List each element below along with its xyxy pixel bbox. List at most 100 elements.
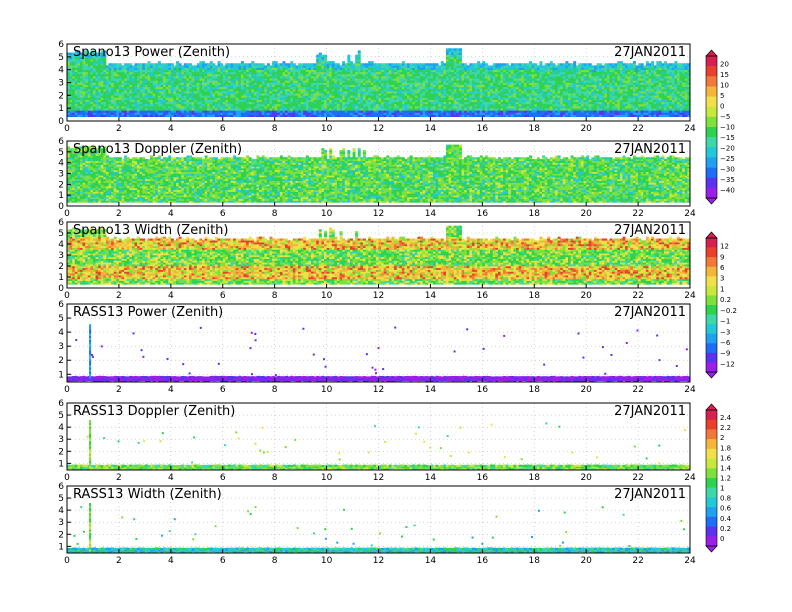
data-cell bbox=[326, 112, 330, 115]
data-cell bbox=[142, 82, 146, 85]
data-cell bbox=[285, 65, 289, 68]
data-cell bbox=[311, 76, 315, 79]
data-cell bbox=[214, 103, 218, 107]
data-cell bbox=[269, 112, 273, 115]
data-cell bbox=[85, 52, 89, 55]
data-cell bbox=[534, 103, 538, 107]
data-cell bbox=[189, 95, 192, 98]
data-cell bbox=[90, 112, 94, 115]
data-cell bbox=[108, 78, 112, 81]
data-cell bbox=[521, 84, 525, 88]
data-cell bbox=[95, 71, 99, 75]
data-cell bbox=[126, 112, 130, 115]
data-cell bbox=[448, 112, 452, 115]
data-cell bbox=[313, 80, 317, 83]
data-cell bbox=[313, 82, 317, 85]
data-cell bbox=[334, 63, 338, 66]
data-cell bbox=[82, 71, 86, 75]
data-cell bbox=[74, 84, 78, 88]
data-cell bbox=[445, 97, 449, 100]
data-cell bbox=[259, 99, 263, 103]
data-cell bbox=[308, 106, 312, 109]
data-cell bbox=[427, 103, 431, 107]
data-cell bbox=[547, 65, 551, 68]
data-cell bbox=[272, 91, 276, 94]
data-cell bbox=[352, 71, 356, 75]
data-cell bbox=[300, 84, 304, 88]
data-cell bbox=[285, 91, 289, 94]
data-cell bbox=[282, 86, 286, 90]
data-cell bbox=[492, 106, 496, 109]
data-cell bbox=[201, 82, 205, 85]
data-cell bbox=[383, 78, 387, 81]
data-cell bbox=[521, 108, 525, 111]
data-cell bbox=[131, 91, 135, 94]
data-cell bbox=[422, 103, 426, 107]
data-cell bbox=[466, 99, 470, 103]
data-cell bbox=[516, 65, 520, 68]
data-cell bbox=[67, 76, 70, 79]
data-cell bbox=[443, 80, 447, 83]
data-cell bbox=[552, 63, 556, 66]
data-cell bbox=[334, 86, 338, 90]
data-cell bbox=[523, 80, 527, 83]
data-cell bbox=[422, 86, 426, 90]
data-cell bbox=[516, 101, 520, 105]
data-cell bbox=[342, 101, 346, 105]
data-cell bbox=[425, 97, 429, 100]
data-cell bbox=[300, 71, 304, 75]
data-cell bbox=[342, 95, 346, 98]
data-cell bbox=[170, 78, 174, 81]
data-cell bbox=[394, 76, 398, 79]
data-cell bbox=[121, 103, 125, 107]
data-cell bbox=[269, 78, 273, 81]
data-cell bbox=[360, 71, 364, 75]
data-cell bbox=[212, 108, 216, 111]
data-cell bbox=[150, 97, 154, 100]
data-cell bbox=[196, 93, 200, 96]
data-cell bbox=[147, 103, 151, 107]
data-cell bbox=[274, 71, 278, 75]
data-cell bbox=[266, 71, 270, 75]
data-cell bbox=[381, 99, 385, 103]
data-cell bbox=[222, 80, 226, 83]
data-cell bbox=[521, 101, 525, 105]
data-cell bbox=[401, 106, 405, 109]
data-cell bbox=[279, 95, 283, 98]
data-cell bbox=[155, 110, 159, 113]
data-cell bbox=[209, 108, 213, 111]
data-cell bbox=[536, 67, 540, 70]
data-cell bbox=[555, 112, 559, 115]
data-cell bbox=[443, 63, 447, 66]
data-cell bbox=[370, 93, 374, 96]
data-cell bbox=[536, 108, 540, 111]
data-cell bbox=[440, 91, 444, 94]
data-cell bbox=[111, 112, 115, 115]
data-cell bbox=[230, 114, 234, 118]
data-cell bbox=[287, 65, 291, 68]
data-cell bbox=[194, 78, 198, 81]
data-cell bbox=[355, 67, 359, 70]
data-cell bbox=[290, 114, 294, 118]
data-cell bbox=[373, 82, 377, 85]
data-cell bbox=[220, 82, 224, 85]
data-cell bbox=[386, 101, 390, 105]
data-cell bbox=[290, 93, 294, 96]
data-cell bbox=[152, 76, 156, 79]
data-cell bbox=[526, 112, 530, 115]
data-cell bbox=[303, 106, 307, 109]
data-cell bbox=[344, 84, 348, 88]
data-cell bbox=[549, 69, 553, 73]
data-cell bbox=[417, 82, 421, 85]
data-cell bbox=[225, 110, 229, 113]
data-cell bbox=[477, 95, 481, 98]
data-cell bbox=[103, 73, 107, 77]
data-cell bbox=[430, 106, 434, 109]
data-cell bbox=[383, 112, 387, 115]
data-cell bbox=[448, 110, 452, 113]
data-cell bbox=[355, 56, 359, 60]
data-cell bbox=[349, 106, 353, 109]
data-cell bbox=[230, 67, 234, 70]
data-cell bbox=[72, 54, 76, 58]
data-cell bbox=[352, 80, 356, 83]
